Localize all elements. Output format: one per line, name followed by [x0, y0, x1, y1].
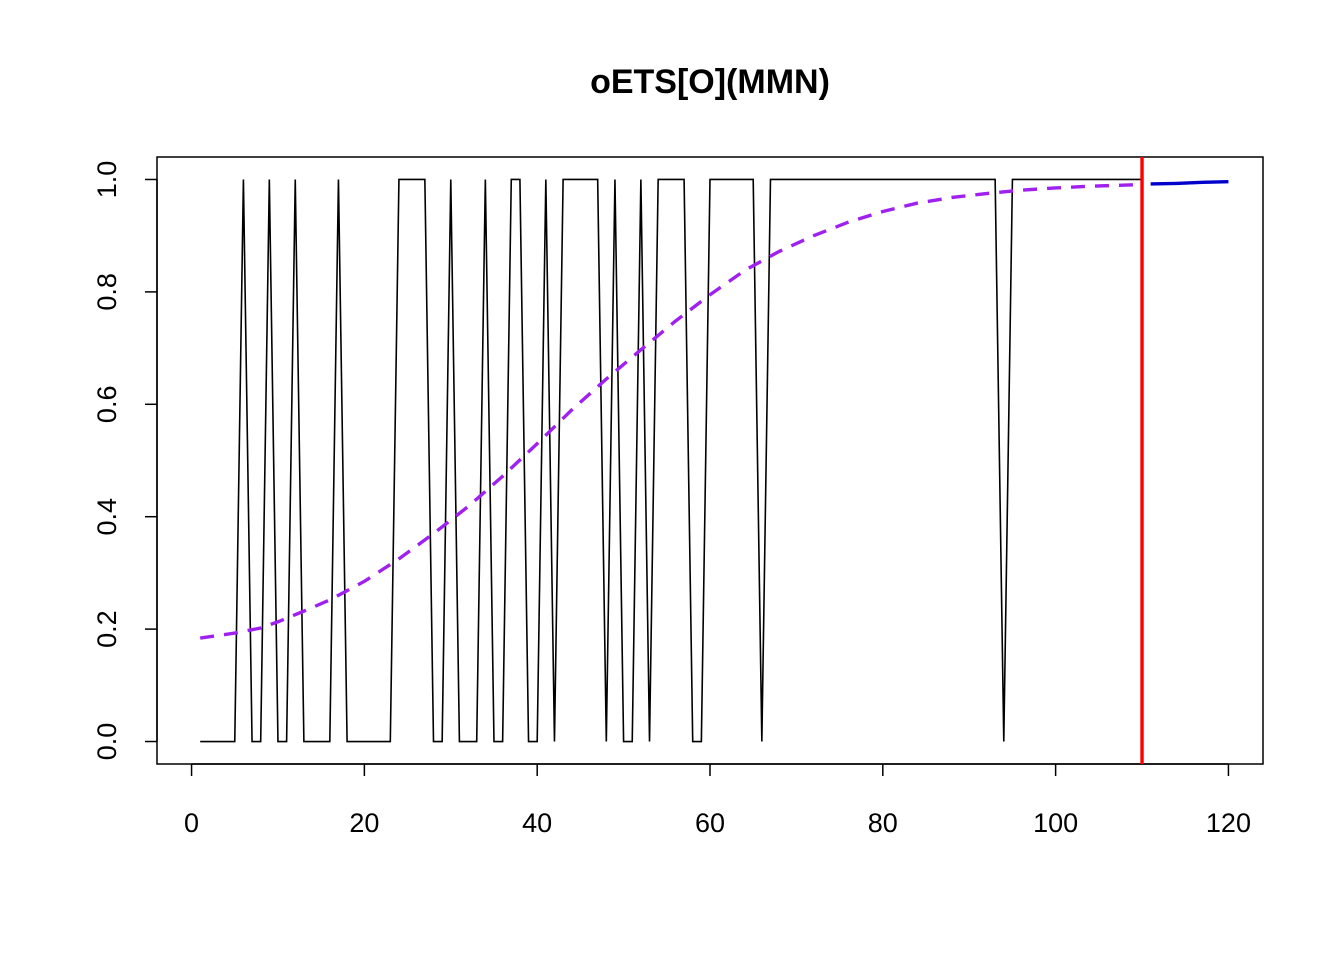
chart-title: oETS[O](MMN) [590, 63, 830, 101]
y-tick-label: 0.4 [92, 498, 122, 536]
y-axis: 0.0 0.2 0.4 0.6 0.8 1.0 [92, 161, 158, 761]
y-tick-label: 0.8 [92, 273, 122, 311]
y-tick-label: 1.0 [92, 161, 122, 199]
series-fitted [199, 182, 1143, 640]
y-tick-label: 0.0 [92, 723, 122, 761]
x-tick-label: 120 [1206, 808, 1251, 838]
series-layer [199, 157, 1229, 764]
x-tick-label: 40 [522, 808, 552, 838]
x-tick-label: 80 [868, 808, 898, 838]
series-forecast [1150, 180, 1229, 186]
y-tick-label: 0.6 [92, 386, 122, 424]
x-tick-label: 20 [349, 808, 379, 838]
x-tick-label: 0 [184, 808, 199, 838]
y-tick-label: 0.2 [92, 610, 122, 648]
plot-frame [156, 156, 1264, 765]
x-tick-label: 60 [695, 808, 725, 838]
x-tick-label: 100 [1033, 808, 1078, 838]
x-axis: 0 20 40 60 80 100 120 [184, 763, 1251, 838]
series-actuals [200, 178, 1143, 743]
